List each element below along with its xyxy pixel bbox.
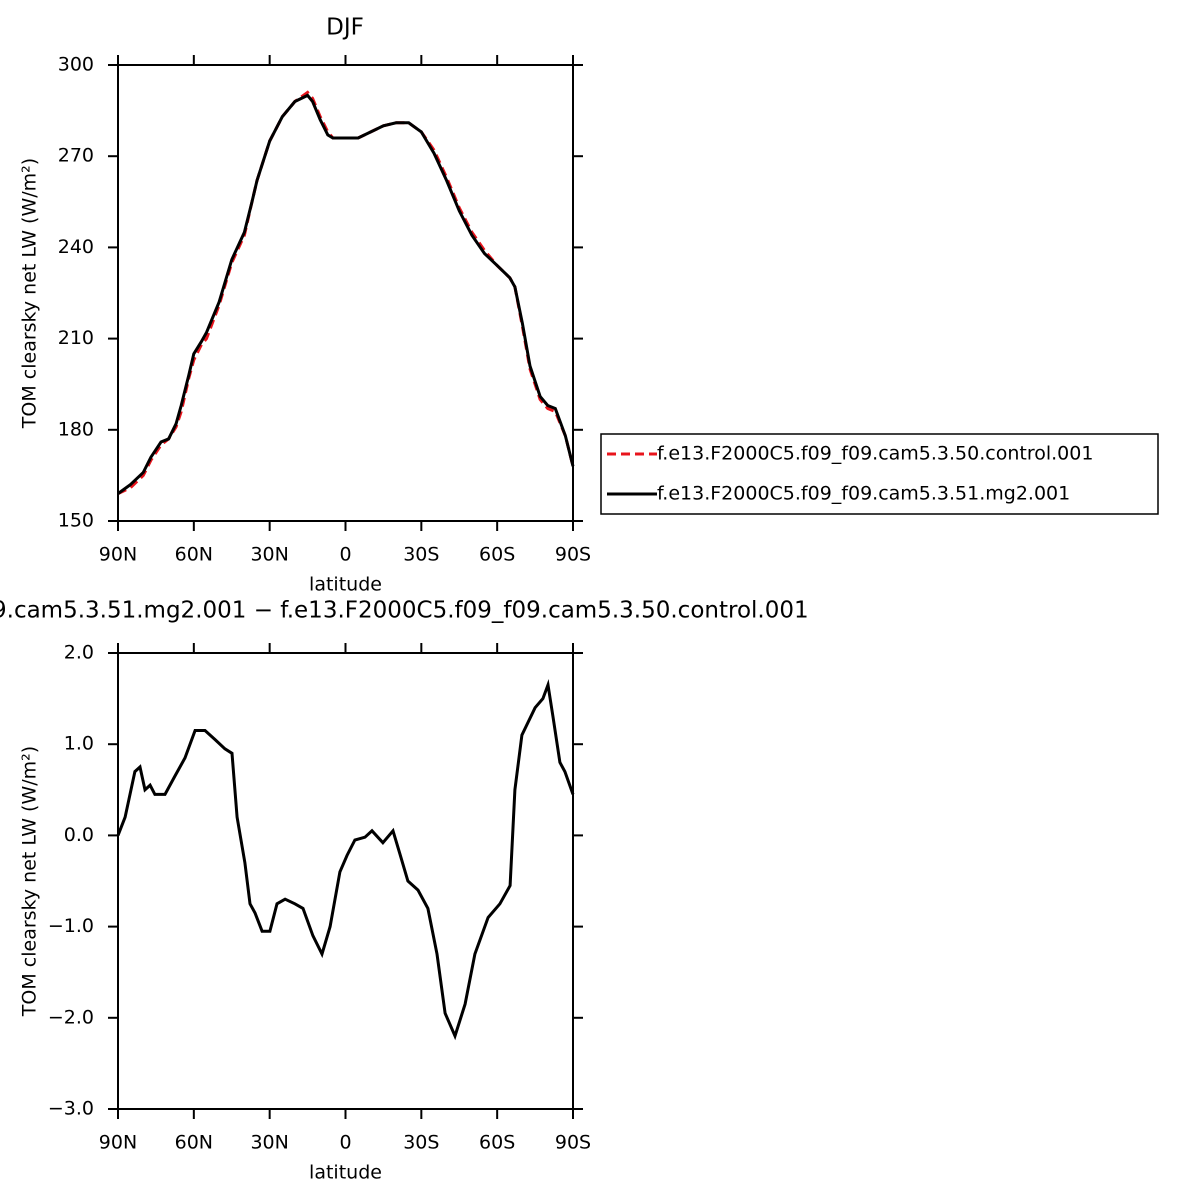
y-tick-label: −3.0 <box>48 1098 94 1120</box>
x-tick-label: 30N <box>250 544 288 566</box>
x-tick-label: 0 <box>339 544 351 566</box>
x-tick-label: 90N <box>99 544 137 566</box>
y-tick-label: 2.0 <box>64 642 94 664</box>
legend-box <box>600 433 1159 515</box>
plot-frame <box>117 64 574 522</box>
series-line <box>117 90 575 495</box>
y-axis-label: TOM clearsky net LW (W/m²) <box>19 746 41 1017</box>
chart-title: DJF <box>326 15 364 41</box>
y-tick-label: −2.0 <box>48 1006 94 1028</box>
y-tick-label: 150 <box>58 510 94 532</box>
y-axis-label: TOM clearsky net LW (W/m²) <box>19 158 41 429</box>
x-tick-label: 30S <box>403 1132 439 1154</box>
x-tick-label: 60N <box>175 544 213 566</box>
x-tick-label: 60S <box>479 1132 515 1154</box>
y-tick-label: 0.0 <box>64 824 94 846</box>
x-tick-label: 90N <box>99 1132 137 1154</box>
legend-label: f.e13.F2000C5.f09_f09.cam5.3.51.mg2.001 <box>657 483 1070 505</box>
x-axis-label: latitude <box>309 574 382 596</box>
x-tick-label: 90S <box>555 544 591 566</box>
x-tick-label: 30N <box>250 1132 288 1154</box>
series-line <box>117 93 575 495</box>
series-line <box>116 679 575 1041</box>
x-tick-label: 60S <box>479 544 515 566</box>
y-tick-label: 300 <box>58 54 94 76</box>
x-axis-label: latitude <box>309 1162 382 1184</box>
x-tick-label: 0 <box>339 1132 351 1154</box>
x-tick-label: 30S <box>403 544 439 566</box>
y-tick-label: 240 <box>58 236 94 258</box>
y-tick-label: −1.0 <box>48 915 94 937</box>
chart-title: 9.cam5.3.51.mg2.001 − f.e13.F2000C5.f09_… <box>0 598 809 624</box>
plot-frame <box>117 652 574 1110</box>
y-tick-label: 1.0 <box>64 733 94 755</box>
y-tick-label: 270 <box>58 145 94 167</box>
legend-label: f.e13.F2000C5.f09_f09.cam5.3.50.control.… <box>657 443 1093 465</box>
y-tick-label: 210 <box>58 327 94 349</box>
x-tick-label: 90S <box>555 1132 591 1154</box>
x-tick-label: 60N <box>175 1132 213 1154</box>
y-tick-label: 180 <box>58 418 94 440</box>
